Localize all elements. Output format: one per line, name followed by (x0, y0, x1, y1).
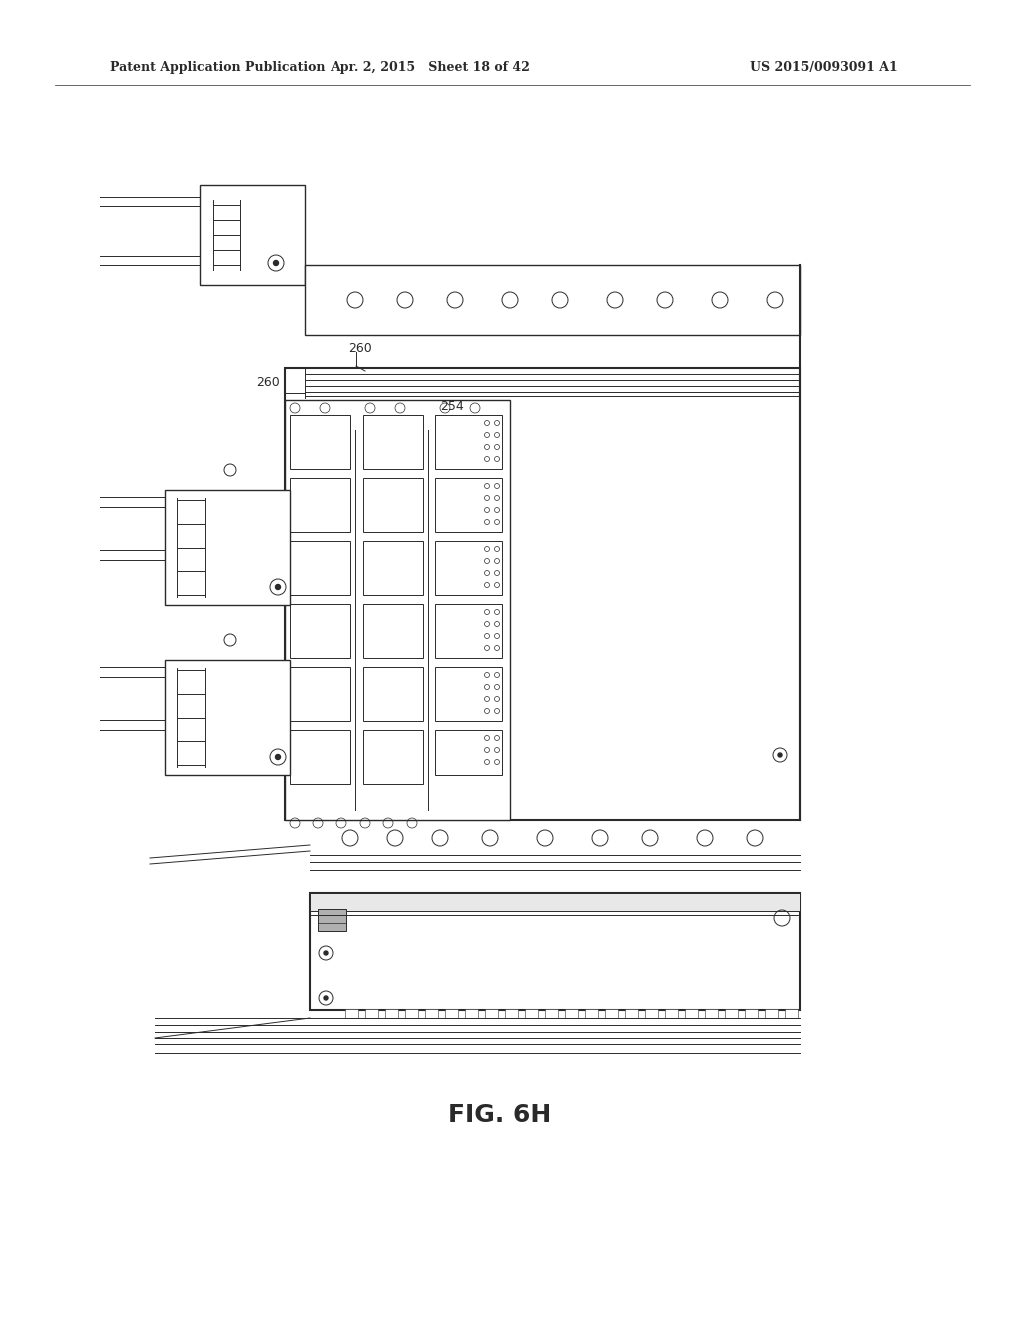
Bar (345, 1008, 358, 1018)
Bar (485, 1008, 498, 1018)
Bar (525, 1008, 538, 1018)
Text: 260: 260 (256, 376, 280, 389)
Bar (290, 478, 350, 532)
Text: US 2015/0093091 A1: US 2015/0093091 A1 (750, 62, 898, 74)
Bar (290, 667, 350, 721)
Bar (725, 1008, 738, 1018)
Bar (310, 894, 800, 1010)
Bar (310, 894, 800, 911)
Bar (285, 400, 510, 820)
Circle shape (273, 260, 279, 265)
Circle shape (778, 752, 782, 756)
Bar (445, 1008, 458, 1018)
Bar (765, 1008, 778, 1018)
Text: 260: 260 (348, 342, 372, 355)
Circle shape (324, 997, 328, 1001)
Bar (685, 1008, 698, 1018)
Bar (290, 730, 350, 784)
Bar (200, 185, 305, 285)
Bar (290, 414, 350, 469)
Bar (362, 414, 423, 469)
Bar (285, 368, 800, 820)
Bar (585, 1008, 598, 1018)
Bar (625, 1008, 638, 1018)
Bar (425, 1008, 438, 1018)
Bar (290, 605, 350, 657)
Bar (435, 605, 502, 657)
Text: 254: 254 (440, 400, 464, 413)
Bar (362, 730, 423, 784)
Bar (785, 1008, 798, 1018)
Bar (665, 1008, 678, 1018)
Bar (505, 1008, 518, 1018)
Bar (165, 490, 290, 605)
Bar (406, 1008, 418, 1018)
Circle shape (275, 585, 281, 590)
Text: FIG. 6H: FIG. 6H (449, 1104, 552, 1127)
Text: Patent Application Publication: Patent Application Publication (110, 62, 326, 74)
Bar (385, 1008, 398, 1018)
Bar (165, 660, 290, 775)
Bar (305, 265, 800, 335)
Bar (605, 1008, 618, 1018)
Bar (745, 1008, 758, 1018)
Bar (362, 541, 423, 595)
Bar (318, 909, 346, 931)
Circle shape (324, 950, 328, 954)
Text: Apr. 2, 2015   Sheet 18 of 42: Apr. 2, 2015 Sheet 18 of 42 (330, 62, 530, 74)
Circle shape (275, 755, 281, 759)
Bar (435, 667, 502, 721)
Bar (435, 730, 502, 775)
Bar (565, 1008, 578, 1018)
Bar (465, 1008, 478, 1018)
Bar (435, 414, 502, 469)
Bar (365, 1008, 378, 1018)
Bar (435, 541, 502, 595)
Bar (645, 1008, 658, 1018)
Bar (362, 667, 423, 721)
Bar (362, 478, 423, 532)
Bar (290, 541, 350, 595)
Bar (705, 1008, 718, 1018)
Bar (362, 605, 423, 657)
Bar (435, 478, 502, 532)
Bar (545, 1008, 558, 1018)
